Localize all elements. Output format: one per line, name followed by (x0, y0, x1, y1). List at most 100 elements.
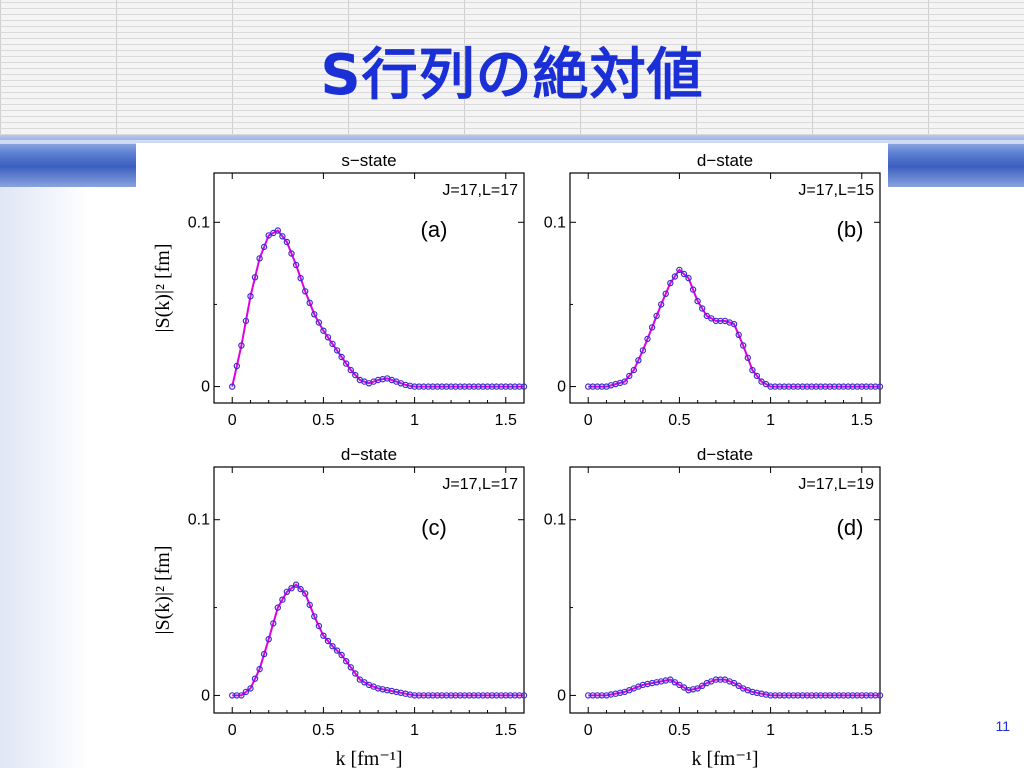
panel-b-data-point (630, 366, 637, 374)
panel-c-data-point (361, 679, 368, 686)
panel-b-data-point (644, 335, 651, 343)
panel-b-data-point (639, 347, 647, 354)
panel-c-data-point (238, 692, 245, 699)
panel-a-xtick-label: 1 (410, 412, 419, 429)
panel-b-data-point (831, 383, 838, 390)
panel-b-xtick-label: 1 (766, 412, 775, 429)
panel-c-data-point (297, 585, 304, 593)
panel-d-data-point (867, 692, 875, 699)
panel-d-ytick-label: 0.1 (544, 512, 566, 529)
panel-d-xlabel: k [fm⁻¹] (691, 748, 758, 768)
panel-b-data-point (653, 312, 660, 320)
panel-b-data-point (694, 297, 701, 305)
panel-a-frame (213, 172, 525, 404)
panel-a-data-point (256, 255, 263, 262)
panel-c-data-point (283, 588, 291, 595)
panel-a-data-point (238, 342, 245, 349)
panel-a-data-point (247, 292, 254, 300)
panel-b-data-point (744, 354, 752, 361)
panel-d-data-point (799, 692, 806, 699)
panel-b-data-point (676, 266, 683, 274)
panel-a-data-point (301, 288, 309, 295)
panel-a-data-point (520, 383, 528, 390)
panel-c-xlabel: k [fm⁻¹] (335, 748, 402, 768)
panel-b-data-point (735, 331, 742, 338)
panel-c-data-point (251, 675, 259, 682)
panel-c-data-point (434, 692, 441, 699)
panel-c-data-point (498, 692, 505, 699)
panel-a-data-point (320, 327, 327, 334)
panel-d-data-point (794, 692, 802, 699)
panel-d-data-point (858, 692, 866, 699)
panel-a-data-point (347, 366, 354, 374)
panel-c-data-point (288, 585, 295, 592)
panel-b-data-point (621, 378, 628, 385)
panel-c-series-line (232, 583, 524, 697)
panel-c-data-point (479, 692, 487, 699)
panel-d-xtick-label: 1 (766, 722, 775, 739)
panel-b-data-point (626, 372, 633, 380)
panel-d-data-point (767, 692, 774, 699)
panel-c-ytick-label: 0.1 (188, 512, 210, 529)
panel-a-data-point (411, 383, 418, 390)
panel-c-label: (c) (421, 515, 447, 540)
panel-c-data-point (333, 647, 341, 654)
panel-c-data-point (279, 596, 286, 603)
panel-d-data-point (817, 692, 824, 699)
panel-c-data-point (520, 692, 528, 699)
panel-a-data-point (488, 383, 496, 390)
panel-c-data-point (274, 604, 281, 611)
panel-b-data-point (685, 274, 692, 282)
panel-a-data-point (447, 383, 455, 390)
panel-a-data-point (434, 383, 441, 390)
panel-d-data-point (735, 682, 742, 690)
panel-a-data-point (324, 334, 332, 341)
panel-c-xtick-label: 0.5 (312, 722, 334, 739)
panel-b-data-point (740, 342, 747, 349)
panel-c-data-point (488, 692, 496, 699)
panel-d-data-point (872, 692, 879, 699)
panel-c-data-point (260, 650, 268, 658)
panel-c-data-point (324, 637, 332, 645)
panel-b-ytick-label: 0.1 (544, 214, 566, 231)
panel-d-title: d−state (697, 445, 753, 464)
panel-d-data-point (667, 676, 674, 683)
panel-a-data-point (511, 383, 519, 390)
panel-c-data-point (356, 676, 364, 683)
figure-panel-grid: s−state 0 0.5 1 1.5 0 0.1 J=17,L=17 (a) |S(k)|² [… (136, 143, 888, 768)
panel-b-data-point (876, 383, 884, 390)
panel-a-data-point (311, 311, 318, 318)
panel-c-ylabel: |S(k)|² [fm] (152, 546, 174, 635)
panel-b-data-point (699, 305, 706, 312)
panel-b-data-point (813, 383, 820, 390)
panel-c-data-point (301, 590, 309, 597)
panel-a-data-point (251, 274, 259, 281)
panel-a-data-point (425, 383, 432, 390)
panel-b-data-point (712, 317, 720, 325)
panel-d-data-point (699, 682, 706, 690)
panel-c-data-point (425, 692, 432, 699)
panel-c-data-point (256, 665, 263, 673)
panel-b-data-point (594, 383, 601, 390)
panel-a-xtick-label: 0 (228, 412, 237, 429)
panel-c-xtick-label: 1 (410, 722, 419, 739)
panel-d-data-point (712, 676, 720, 683)
panel-a-series-line (231, 229, 524, 388)
panel-c-data-point (342, 658, 350, 665)
panel-c-data-point (352, 670, 359, 677)
panel-a-data-point (338, 353, 345, 361)
panel-c-data-point (338, 651, 345, 659)
panel-b-data-point (794, 383, 802, 390)
panel-b-data-point (776, 383, 783, 390)
panel-c-data-point (233, 692, 241, 699)
panel-b-data-point (708, 315, 715, 322)
panel-a-data-point (498, 383, 505, 390)
panel-b-data-point (817, 383, 824, 390)
panel-a-xtick-label: 1.5 (495, 412, 517, 429)
panel-d-data-point (876, 692, 884, 699)
panel-d-annotation: J=17,L=19 (798, 476, 874, 493)
panel-d-xtick-label: 0 (584, 722, 593, 739)
panel-d-xtick-label: 1.5 (851, 722, 873, 739)
panel-d-data-point (717, 676, 724, 683)
panel-b-frame (569, 172, 881, 404)
